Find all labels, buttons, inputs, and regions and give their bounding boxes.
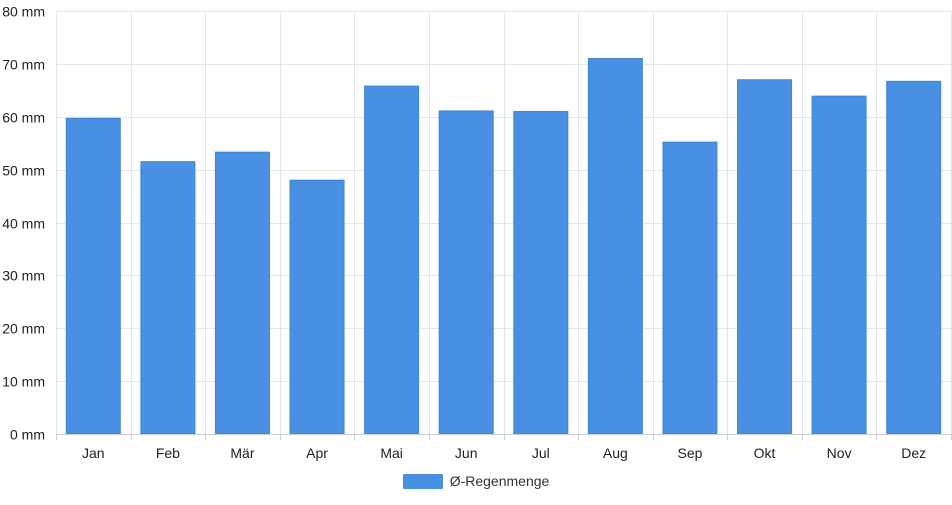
bar-dez — [886, 80, 942, 435]
x-tick-label: Okt — [754, 445, 776, 461]
bar-feb — [140, 161, 196, 435]
bars — [65, 58, 942, 435]
bar-nov — [811, 95, 867, 435]
bar-jul — [513, 110, 569, 435]
x-tick-label: Jun — [455, 445, 478, 461]
x-tick-label: Dez — [901, 445, 926, 461]
x-tick-label: Jul — [532, 445, 550, 461]
y-tick-label: 0 mm — [10, 427, 45, 443]
legend-label: Ø-Regenmenge — [449, 473, 550, 489]
bar-sep — [662, 141, 718, 435]
axes — [56, 434, 952, 440]
x-tick-label: Nov — [827, 445, 852, 461]
bar-aug — [587, 58, 643, 435]
axis-labels: 0 mm 10 mm 20 mm 30 mm 40 mm 50 mm 60 mm 70 mm 8… — [2, 4, 926, 462]
y-tick-label: 10 mm — [2, 374, 45, 390]
bar-okt — [737, 79, 793, 435]
y-tick-label: 30 mm — [2, 268, 45, 284]
bar-mär — [214, 151, 270, 435]
y-tick-label: 20 mm — [2, 321, 45, 337]
y-tick-label: 70 mm — [2, 57, 45, 73]
x-tick-label: Mär — [230, 445, 254, 461]
y-tick-label: 50 mm — [2, 163, 45, 179]
x-tick-label: Feb — [156, 445, 180, 461]
x-tick-label: Jan — [82, 445, 105, 461]
y-tick-label: 60 mm — [2, 110, 45, 126]
x-tick-label: Aug — [603, 445, 628, 461]
x-tick-label: Apr — [306, 445, 328, 461]
x-tick-label: Sep — [677, 445, 702, 461]
y-tick-label: 80 mm — [2, 4, 45, 20]
bar-mai — [364, 85, 420, 435]
y-tick-label: 40 mm — [2, 216, 45, 232]
x-tick-label: Mai — [380, 445, 403, 461]
bar-jan — [65, 117, 121, 435]
legend-swatch — [402, 473, 443, 489]
bar-jun — [438, 110, 494, 435]
legend[interactable]: Ø-Regenmenge — [0, 472, 952, 490]
bar-apr — [289, 179, 345, 435]
grid-lines — [56, 11, 952, 434]
